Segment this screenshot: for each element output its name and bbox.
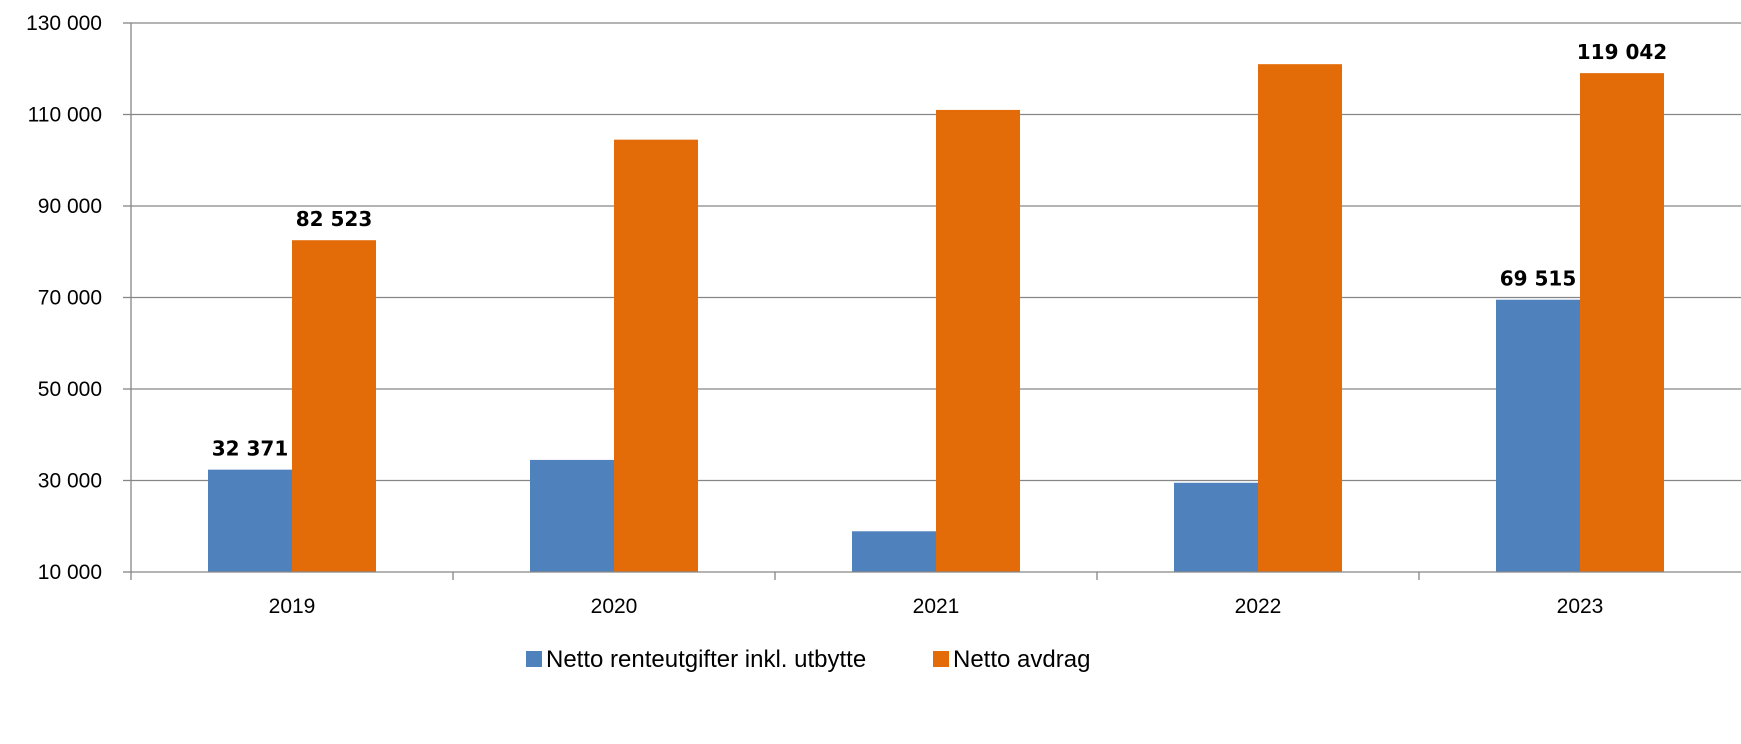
y-tick-label: 110 000 — [28, 104, 102, 127]
bar-netto-renteutgifter — [852, 531, 936, 572]
bar-netto-avdrag — [936, 109, 1020, 573]
legend-label: Netto avdrag — [953, 646, 1090, 673]
x-tick-label: 2023 — [1557, 595, 1604, 618]
x-axis-ticks: 2019 2020 2021 2022 2023 — [130, 572, 1604, 618]
data-label: 82 523 — [296, 207, 373, 231]
bar-netto-avdrag — [1258, 64, 1342, 573]
legend: Netto renteutgifter inkl. utbytte Netto a… — [526, 646, 1090, 673]
bar-netto-renteutgifter — [1496, 299, 1580, 572]
y-tick-label: 30 000 — [38, 470, 102, 493]
y-tick-label: 50 000 — [38, 378, 102, 401]
legend-label: Netto renteutgifter inkl. utbytte — [546, 646, 866, 673]
y-tick-label: 10 000 — [38, 561, 102, 584]
bar-netto-avdrag — [1580, 73, 1664, 573]
bar-netto-renteutgifter — [530, 459, 614, 572]
bar-netto-avdrag — [292, 240, 376, 572]
data-label: 69 515 — [1500, 267, 1577, 291]
bar-netto-renteutgifter — [208, 469, 292, 572]
x-tick-label: 2021 — [913, 595, 960, 618]
x-tick-label: 2022 — [1235, 595, 1282, 618]
data-label: 32 371 — [212, 437, 289, 461]
x-tick-label: 2020 — [591, 595, 638, 618]
y-tick-label: 130 000 — [26, 12, 102, 35]
data-labels: 32 371 82 523 69 515 119 042 — [212, 40, 1668, 461]
x-tick-label: 2019 — [269, 595, 316, 618]
legend-swatch — [933, 651, 949, 667]
legend-swatch — [526, 651, 542, 667]
y-tick-label: 70 000 — [38, 287, 102, 310]
data-label: 119 042 — [1577, 40, 1667, 64]
bar-netto-avdrag — [614, 139, 698, 572]
y-axis-ticks: 10 000 30 000 50 000 70 000 90 000 110 000 130… — [26, 12, 131, 584]
bars — [208, 64, 1664, 573]
bar-netto-renteutgifter — [1174, 482, 1258, 572]
y-tick-label: 90 000 — [38, 195, 102, 218]
